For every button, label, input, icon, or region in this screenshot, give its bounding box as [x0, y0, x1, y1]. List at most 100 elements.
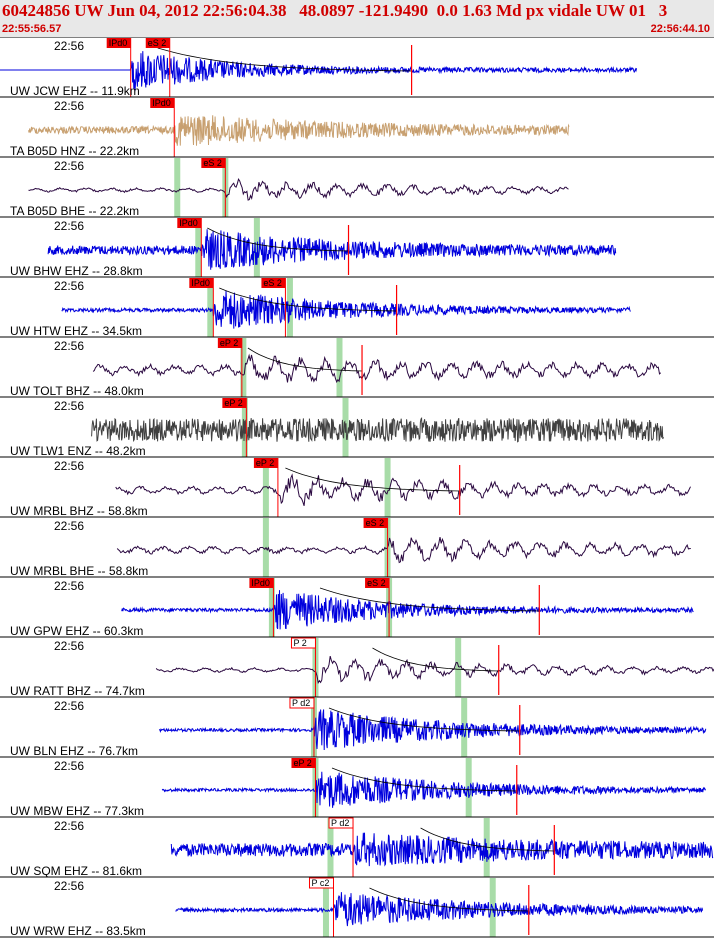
waveform-line	[116, 537, 691, 564]
trace-row: P d2 22:56 UW BLN EHZ -- 76.7km	[0, 696, 714, 758]
coda-curve	[328, 707, 520, 732]
pick-label: eS 2	[263, 278, 282, 288]
event-title: 60424856 UW Jun 04, 2012 22:56:04.38 48.…	[2, 1, 668, 20]
pick-label-box	[249, 578, 274, 588]
phase-band	[174, 158, 181, 217]
pick-label: eP 2	[224, 398, 242, 408]
coda-curve	[219, 287, 397, 312]
phase-band	[455, 638, 462, 697]
trace-row: P 2 22:56 UW RATT BHZ -- 74.7km	[0, 636, 714, 698]
trace-time-label: 22:56	[54, 39, 84, 53]
trace-time-label: 22:56	[54, 219, 84, 233]
waveform-line	[47, 229, 617, 270]
station-label: UW BHW EHZ -- 28.8km	[10, 264, 143, 278]
trace-time-label: 22:56	[54, 279, 84, 293]
trace-row: P c2 22:56 UW WRW EHZ -- 83.5km	[0, 876, 714, 938]
station-label: UW RATT BHZ -- 74.7km	[10, 684, 145, 698]
trace-time-label: 22:56	[54, 459, 84, 473]
trace-row: IPd0 eS 2 22:56 UW GPW EHZ -- 60.3km	[0, 576, 714, 638]
pick-label: IPd0	[251, 578, 270, 588]
pick-label-box	[150, 98, 175, 108]
station-label: UW MRBL BHZ -- 58.8km	[10, 504, 148, 518]
pick-label: eS 2	[366, 518, 385, 528]
pick-label: eS 2	[148, 38, 167, 48]
waveform-line	[28, 177, 569, 201]
pick-label: P 2	[293, 638, 306, 648]
trace-row: eP 2 22:56 UW TLW1 ENZ -- 48.2km	[0, 396, 714, 458]
station-label: UW MBW EHZ -- 77.3km	[10, 804, 144, 818]
waveform-line	[91, 417, 664, 443]
pick-label: eS 2	[367, 578, 386, 588]
pick-label: eP 2	[256, 458, 274, 468]
trace-time-label: 22:56	[54, 579, 84, 593]
pick-label-box	[222, 398, 247, 408]
phase-band	[461, 698, 468, 757]
waveform-line	[161, 771, 707, 808]
trace-row: eP 2 22:56 UW MRBL BHZ -- 58.8km	[0, 456, 714, 518]
coda-curve	[331, 767, 517, 792]
pick-label-box	[291, 758, 316, 768]
waveform-line	[175, 892, 704, 927]
pick-label: P d2	[292, 698, 310, 708]
pick-label: P c2	[311, 878, 329, 888]
trace-time-label: 22:56	[54, 699, 84, 713]
trace-time-label: 22:56	[54, 819, 84, 833]
station-label: UW TLW1 ENZ -- 48.2km	[10, 444, 146, 458]
phase-band	[207, 278, 214, 337]
phase-band	[268, 578, 275, 637]
trace-row: IPd0 22:56 TA B05D HNZ -- 22.2km	[0, 96, 714, 158]
pick-label-box	[261, 278, 286, 288]
pick-label: eP 2	[293, 758, 311, 768]
trace-time-label: 22:56	[54, 339, 84, 353]
waveform-line	[92, 353, 662, 384]
pick-label-box	[308, 877, 334, 889]
pick-label-box	[106, 38, 131, 48]
pick-label-box	[201, 158, 226, 168]
coda-curve	[372, 647, 499, 672]
pick-label: P d2	[331, 818, 349, 828]
station-label: UW HTW EHZ -- 34.5km	[10, 324, 142, 338]
pick-label: IPd0	[179, 218, 198, 228]
trace-time-label: 22:56	[54, 99, 84, 113]
trace-row: IPd0 22:56 UW BHW EHZ -- 28.8km	[0, 216, 714, 278]
trace-time-label: 22:56	[54, 519, 84, 533]
coda-curve	[319, 587, 540, 612]
pick-label-box	[363, 518, 388, 528]
coda-curve	[247, 347, 363, 372]
station-label: UW SQM EHZ -- 81.6km	[10, 864, 142, 878]
pick-label-box	[189, 278, 214, 288]
trace-time-label: 22:56	[54, 399, 84, 413]
waveform-line	[121, 590, 694, 630]
pick-label: eS 2	[203, 158, 222, 168]
header-bar: 60424856 UW Jun 04, 2012 22:56:04.38 48.…	[0, 0, 714, 37]
station-label: UW GPW EHZ -- 60.3km	[10, 624, 143, 638]
phase-band	[240, 338, 247, 397]
phase-band	[322, 878, 329, 937]
station-label: UW JCW EHZ -- 11.9km	[10, 84, 140, 98]
pick-label: eP 2	[220, 338, 238, 348]
station-label: UW MRBL BHE -- 58.8km	[10, 564, 148, 578]
coda-curve	[157, 47, 412, 72]
waveform-line	[158, 709, 707, 751]
pick-label-box	[177, 218, 202, 228]
trace-row: eS 2 22:56 UW MRBL BHE -- 58.8km	[0, 516, 714, 578]
station-label: UW BLN EHZ -- 76.7km	[10, 744, 138, 758]
coda-curve	[369, 887, 529, 912]
coda-curve	[285, 467, 460, 492]
trace-row: IPd0 eS 2 22:56 UW JCW EHZ -- 11.9km	[0, 37, 714, 98]
trace-time-label: 22:56	[54, 879, 84, 893]
trace-row: IPd0 eS 2 22:56 UW HTW EHZ -- 34.5km	[0, 276, 714, 338]
waveform-line	[155, 655, 714, 685]
pick-label-box	[217, 338, 242, 348]
trace-time-label: 22:56	[54, 159, 84, 173]
start-time-label: 22:55:56.57	[2, 23, 62, 35]
pick-label-box	[328, 817, 354, 829]
pick-label: IPd0	[152, 98, 171, 108]
station-label: UW WRW EHZ -- 83.5km	[10, 924, 146, 938]
pick-label-box	[145, 38, 170, 48]
pick-label: IPd0	[109, 38, 128, 48]
station-label: UW TOLT BHZ -- 48.0km	[10, 384, 144, 398]
trace-row: eS 2 22:56 TA B05D BHE -- 22.2km	[0, 156, 714, 218]
waveform-line	[28, 115, 570, 146]
